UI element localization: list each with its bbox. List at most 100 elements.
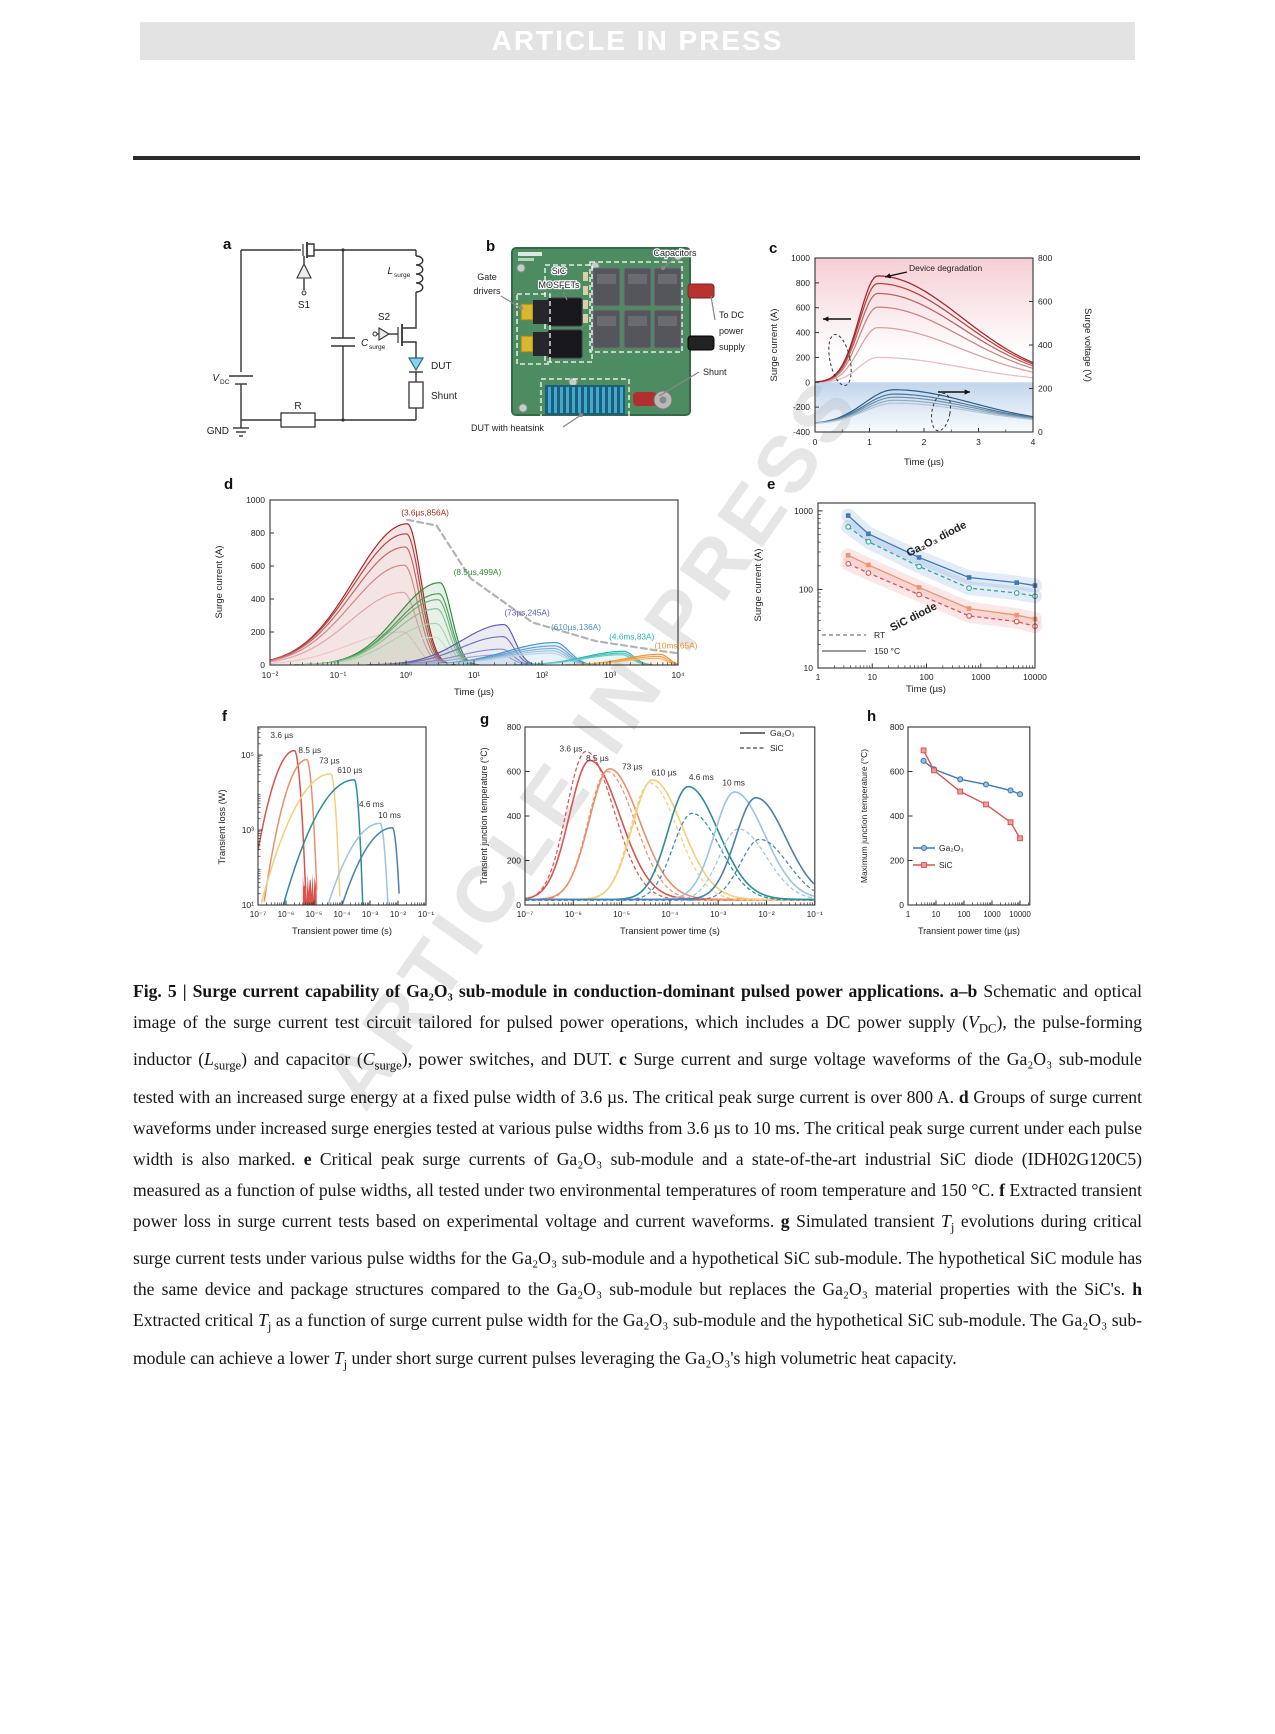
svg-text:Time (µs): Time (µs) (454, 687, 494, 698)
panel-c-chart: 1000 800 600 400 200 0 -200 -400 800 600 400 200 0 0 1… (769, 253, 1093, 468)
svg-text:10⁻⁶: 10⁻⁶ (278, 910, 295, 919)
svg-text:100: 100 (799, 584, 813, 594)
svg-text:3: 3 (976, 437, 981, 447)
svg-text:Surge current (A): Surge current (A) (753, 549, 764, 622)
svg-text:drivers: drivers (473, 286, 501, 296)
svg-text:1000: 1000 (791, 253, 810, 263)
svg-text:800: 800 (890, 722, 904, 732)
svg-text:600: 600 (507, 767, 521, 777)
svg-text:SiC: SiC (552, 266, 567, 276)
svg-text:10⁻⁷: 10⁻⁷ (250, 910, 266, 919)
svg-text:610 µs: 610 µs (652, 767, 677, 777)
svg-text:Ga₂O₃: Ga₂O₃ (770, 728, 795, 738)
svg-text:10²: 10² (536, 670, 548, 680)
svg-text:200: 200 (1038, 384, 1052, 394)
svg-text:power: power (719, 326, 744, 336)
figure-caption: Fig. 5 | Surge current capability of Ga₂… (133, 980, 1143, 1372)
svg-text:400: 400 (507, 811, 521, 821)
svg-text:1000: 1000 (794, 506, 813, 516)
svg-text:100: 100 (919, 672, 933, 682)
svg-text:10⁴: 10⁴ (671, 670, 684, 680)
svg-text:10¹: 10¹ (242, 900, 254, 910)
svg-text:10⁻⁴: 10⁻⁴ (334, 910, 351, 919)
svg-text:2: 2 (922, 437, 927, 447)
svg-text:10000: 10000 (1023, 672, 1047, 682)
svg-text:0: 0 (813, 437, 818, 447)
svg-text:(8.5µs,499A): (8.5µs,499A) (454, 567, 502, 577)
svg-text:10⁻²: 10⁻² (390, 910, 406, 919)
svg-text:(3.6µs,856A): (3.6µs,856A) (401, 508, 449, 518)
svg-text:SiC: SiC (770, 743, 784, 753)
svg-text:200: 200 (507, 856, 521, 866)
svg-text:400: 400 (890, 811, 904, 821)
svg-text:1000: 1000 (246, 495, 265, 505)
svg-text:800: 800 (1038, 253, 1052, 263)
svg-text:10 ms: 10 ms (378, 810, 401, 820)
header-rule (133, 156, 1140, 160)
panel-b-label: b (486, 238, 496, 255)
svg-text:0: 0 (260, 660, 265, 670)
svg-text:V: V (212, 373, 220, 384)
svg-text:100: 100 (957, 910, 971, 919)
svg-text:10⁻⁷: 10⁻⁷ (517, 910, 533, 919)
svg-text:Time (µs): Time (µs) (906, 684, 946, 695)
svg-text:10: 10 (868, 672, 878, 682)
svg-text:0: 0 (805, 377, 810, 387)
svg-text:1000: 1000 (971, 672, 990, 682)
svg-text:73 µs: 73 µs (622, 762, 642, 772)
svg-text:3.6 µs: 3.6 µs (559, 743, 582, 753)
svg-text:400: 400 (251, 594, 265, 604)
svg-text:(73µs,245A): (73µs,245A) (504, 608, 550, 618)
panel-f-label: f (222, 708, 227, 725)
svg-text:10000: 10000 (1009, 910, 1031, 919)
svg-text:10⁻³: 10⁻³ (710, 910, 726, 919)
svg-text:DUT: DUT (431, 361, 452, 372)
svg-text:Maximum junction temperature (: Maximum junction temperature (°C) (859, 749, 869, 883)
svg-text:DC: DC (220, 379, 230, 386)
svg-text:To DC: To DC (719, 310, 745, 320)
svg-text:MOSFETs: MOSFETs (538, 280, 580, 290)
svg-text:(610µs,136A): (610µs,136A) (551, 622, 601, 632)
svg-text:Time (µs): Time (µs) (904, 457, 944, 468)
svg-text:10⁻⁴: 10⁻⁴ (661, 910, 678, 919)
svg-text:10¹: 10¹ (468, 670, 480, 680)
svg-text:Shunt: Shunt (703, 367, 727, 377)
svg-text:(10ms,65A): (10ms,65A) (655, 641, 698, 651)
svg-text:supply: supply (719, 342, 746, 352)
svg-text:Surge current (A): Surge current (A) (214, 546, 225, 619)
svg-text:-200: -200 (793, 402, 810, 412)
svg-text:Gate: Gate (477, 272, 497, 282)
svg-text:L: L (387, 266, 393, 277)
svg-text:SiC: SiC (939, 860, 953, 870)
svg-text:1: 1 (906, 910, 910, 919)
svg-text:Surge voltage (V): Surge voltage (V) (1082, 308, 1093, 382)
svg-text:10⁻⁶: 10⁻⁶ (565, 910, 582, 919)
svg-text:600: 600 (1038, 297, 1052, 307)
svg-text:800: 800 (796, 278, 810, 288)
svg-text:Transient power time (s): Transient power time (s) (292, 926, 392, 936)
svg-text:10⁻⁵: 10⁻⁵ (306, 910, 323, 919)
panel-e-label: e (767, 476, 776, 493)
svg-text:610 µs: 610 µs (337, 765, 362, 775)
svg-text:400: 400 (1038, 340, 1052, 350)
svg-text:Ga₂O₃: Ga₂O₃ (939, 843, 964, 853)
panel-d-label: d (224, 476, 234, 493)
svg-text:GND: GND (207, 426, 229, 437)
svg-text:10: 10 (932, 910, 941, 919)
svg-text:200: 200 (251, 627, 265, 637)
svg-text:8.5 µs: 8.5 µs (586, 753, 609, 763)
svg-text:Transient loss (W): Transient loss (W) (217, 789, 227, 864)
svg-text:8.5 µs: 8.5 µs (298, 745, 321, 755)
svg-text:DUT with heatsink: DUT with heatsink (471, 423, 544, 433)
svg-text:10⁻⁵: 10⁻⁵ (613, 910, 630, 919)
panel-g-label: g (480, 711, 490, 728)
panel-g-chart: 3.6 µs 8.5 µs 73 µs 610 µs 4.6 ms 10 ms 0 200 40… (479, 722, 823, 936)
panel-d-chart: 0 200 400 600 800 1000 10⁻² 10⁻¹ 10⁰ 10¹ 10² 10³ 10⁴… (214, 495, 698, 698)
panel-c-label: c (769, 240, 778, 257)
panel-b-photo: Gate drivers SiC MOSFETs Capacitors To DC powe… (471, 247, 746, 433)
svg-text:10 ms: 10 ms (722, 777, 745, 787)
svg-text:-400: -400 (793, 427, 810, 437)
svg-text:4.6 ms: 4.6 ms (359, 799, 384, 809)
svg-text:10⁵: 10⁵ (241, 750, 254, 760)
